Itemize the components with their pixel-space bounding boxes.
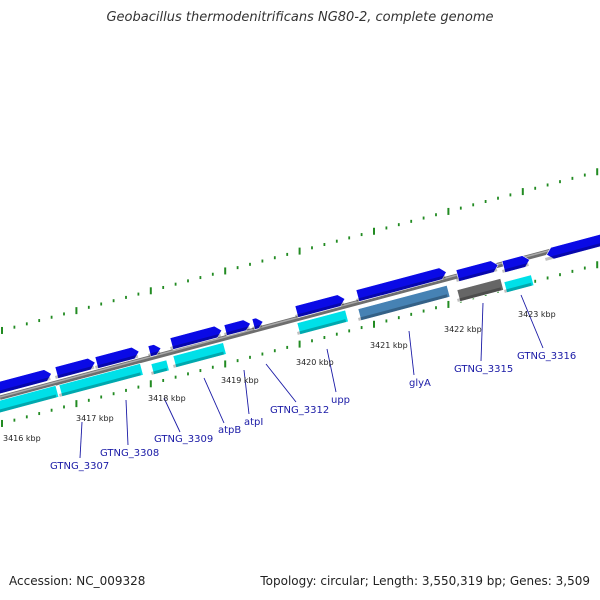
gene-feature (223, 319, 251, 336)
topology-text: Topology: circular; Length: 3,550,319 bp… (260, 574, 590, 588)
gene-feature-shade (252, 324, 263, 330)
gene-feature-shade (148, 350, 161, 357)
gene-feature (357, 284, 451, 321)
feature-track (0, 234, 600, 414)
gene-feature-shade (295, 302, 345, 318)
gene-feature (296, 309, 349, 335)
leader-line (125, 399, 129, 446)
gene-label: GTNG_3316 (517, 351, 576, 362)
kbp-label: 3422 kbp (444, 325, 482, 334)
kbp-label: 3417 kbp (76, 414, 114, 423)
gene-feature-shade (59, 372, 141, 397)
gene-feature (355, 267, 447, 302)
kbp-scale-labels: 3416 kbp 3417 kbp 3418 kbp 3419 kbp 3420 kbp… (3, 310, 556, 443)
leader-line (408, 330, 415, 376)
gene-feature (456, 278, 504, 302)
leader-line (520, 294, 544, 349)
kbp-label: 3421 kbp (370, 341, 408, 350)
gene-feature-shade (224, 326, 250, 336)
gene-feature-shade (297, 319, 347, 335)
gene-feature-shade (0, 377, 51, 394)
leader-line (163, 397, 181, 433)
gene-feature-shade (457, 287, 502, 302)
gene-feature (0, 369, 52, 395)
leader-line (265, 363, 297, 403)
gene-label: glyA (409, 378, 431, 389)
gene-feature-shade (151, 367, 168, 375)
gene-feature (455, 260, 499, 282)
gene-feature-shade (95, 354, 139, 369)
gene-feature (147, 344, 162, 357)
kbp-label: 3420 kbp (296, 358, 334, 367)
gene-feature (294, 294, 346, 318)
gene-label: GTNG_3308 (100, 448, 159, 459)
gene-feature (94, 346, 140, 369)
accession-text: Accession: NC_009328 (9, 574, 146, 588)
gene-feature (172, 342, 227, 368)
gene-feature (54, 357, 96, 379)
kbp-label: 3419 kbp (221, 376, 259, 385)
label-leader-lines (79, 294, 544, 459)
gene-label: GTNG_3315 (454, 364, 513, 375)
leader-line (79, 421, 83, 459)
gene-feature-shade (358, 294, 448, 321)
gene-feature (501, 255, 531, 273)
gene-feature (503, 274, 535, 293)
gene-feature (169, 325, 223, 350)
leader-line (480, 302, 484, 362)
gene-feature-shade (356, 275, 446, 302)
gene-feature-shade (504, 282, 532, 293)
leader-line (326, 348, 337, 393)
kbp-label: 3423 kbp (518, 310, 556, 319)
gene-label: atpB (218, 425, 241, 436)
gene-feature-shade (170, 333, 221, 350)
kbp-label: 3416 kbp (3, 434, 41, 443)
gene-feature-shade (502, 263, 529, 273)
gene-feature (251, 317, 264, 330)
gene-feature-shade (456, 268, 498, 282)
gene-label: GTNG_3307 (50, 461, 109, 472)
gene-feature (546, 234, 600, 260)
gene-feature-shade (173, 351, 224, 368)
gene-label: upp (331, 395, 350, 406)
kbp-label: 3418 kbp (148, 394, 186, 403)
leader-line (243, 369, 250, 415)
leader-line (203, 377, 225, 424)
gene-label: GTNG_3312 (270, 405, 329, 416)
gene-feature-shade (545, 243, 600, 261)
gene-feature-shade (55, 365, 95, 379)
gene-feature (150, 359, 170, 375)
outer-tick-ring (1, 168, 599, 334)
gene-feature-shade (0, 394, 57, 413)
gene-label: atpI (244, 417, 263, 428)
gene-feature (58, 363, 144, 397)
gene-feature (0, 385, 60, 414)
map-title: Geobacillus thermodenitrificans NG80-2, … (106, 10, 494, 25)
gene-label: GTNG_3309 (154, 434, 213, 445)
